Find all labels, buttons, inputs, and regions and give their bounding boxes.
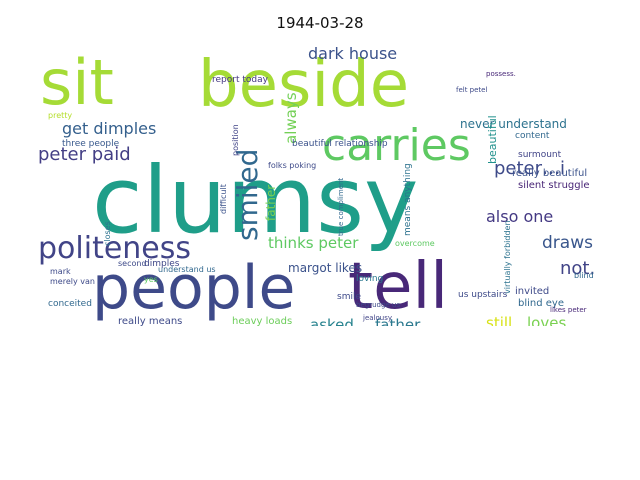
cloud-word: father [375,316,421,326]
cloud-word: jealousy [362,314,392,322]
cloud-word: report today [212,75,269,85]
cloud-word: not. [560,258,595,279]
cloud-word: invited [515,286,549,297]
cloud-word: felt petel [456,86,487,94]
cloud-word: second [118,259,147,268]
cloud-word: get dimples [62,119,156,138]
cloud-word: difficult [219,184,228,214]
cloud-word: peter…i [494,158,565,179]
cloud-word: smile [337,292,361,302]
cloud-word: draws [542,233,593,253]
cloud-word: loves [527,314,566,326]
cloud-word: still [486,314,512,326]
cloud-word: silent struggle [518,180,590,191]
cloud-word: father [264,185,278,221]
cloud-word: thinks peter [268,234,359,252]
cloud-word: also one [486,207,553,226]
cloud-word: means anything [403,163,413,236]
cloud-word: loving [356,274,383,284]
cloud-word: politeness [38,231,191,266]
cloud-word: asked [310,316,354,326]
cloud-word: conceited [48,299,92,309]
cloud-word: possess. [486,70,516,78]
cloud-word: blind [574,271,594,280]
cloud-word: surmount [518,150,562,160]
chart-title: 1944-03-28 [276,14,364,32]
cloud-word: us upstairs [458,290,508,300]
cloud-word: likes peter [550,306,587,314]
cloud-word: heavy loads [232,316,292,326]
cloud-word: really means [118,316,182,326]
cloud-word: understand us [158,265,216,274]
cloud-word: blind eye [518,298,564,309]
cloud-word: beautiful relationship [292,139,388,149]
cloud-word: always [282,92,300,144]
cloud-word: beside [198,48,409,122]
cloud-word: overcome [395,239,435,248]
word-cloud: sit beside clumsy people tell carries po… [30,36,610,326]
cloud-word: sit [40,46,114,119]
cloud-word: virtually forbidden [503,220,512,294]
cloud-word: dark house [308,44,397,63]
cloud-word: margot likes [288,261,362,275]
cloud-word: yes [144,275,158,284]
cloud-word: dimples [144,259,180,269]
cloud-word: smiled [231,149,264,241]
cloud-word: people [92,253,295,323]
cloud-word: begrudge us [356,301,400,309]
cloud-word: mark [50,267,71,276]
cloud-word: content [515,131,550,141]
cloud-word: beautiful [486,115,499,164]
cloud-word: position [231,124,240,156]
cloud-word: three people [62,139,120,149]
cloud-word: really beautiful [512,168,587,179]
cloud-word: folks poking [268,161,316,170]
cloud-word: pretty [48,111,72,120]
cloud-word: merely van [50,277,95,286]
cloud-word: carries [322,120,471,171]
cloud-word: true compliment [337,178,345,236]
cloud-word: tell [348,250,448,324]
word-cloud-canvas: sit beside clumsy people tell carries po… [38,44,595,326]
cloud-word: never understand [460,117,567,131]
cloud-word: clumsy [92,147,418,254]
cloud-word: closes [103,221,112,246]
cloud-word: peter paid [38,144,131,165]
